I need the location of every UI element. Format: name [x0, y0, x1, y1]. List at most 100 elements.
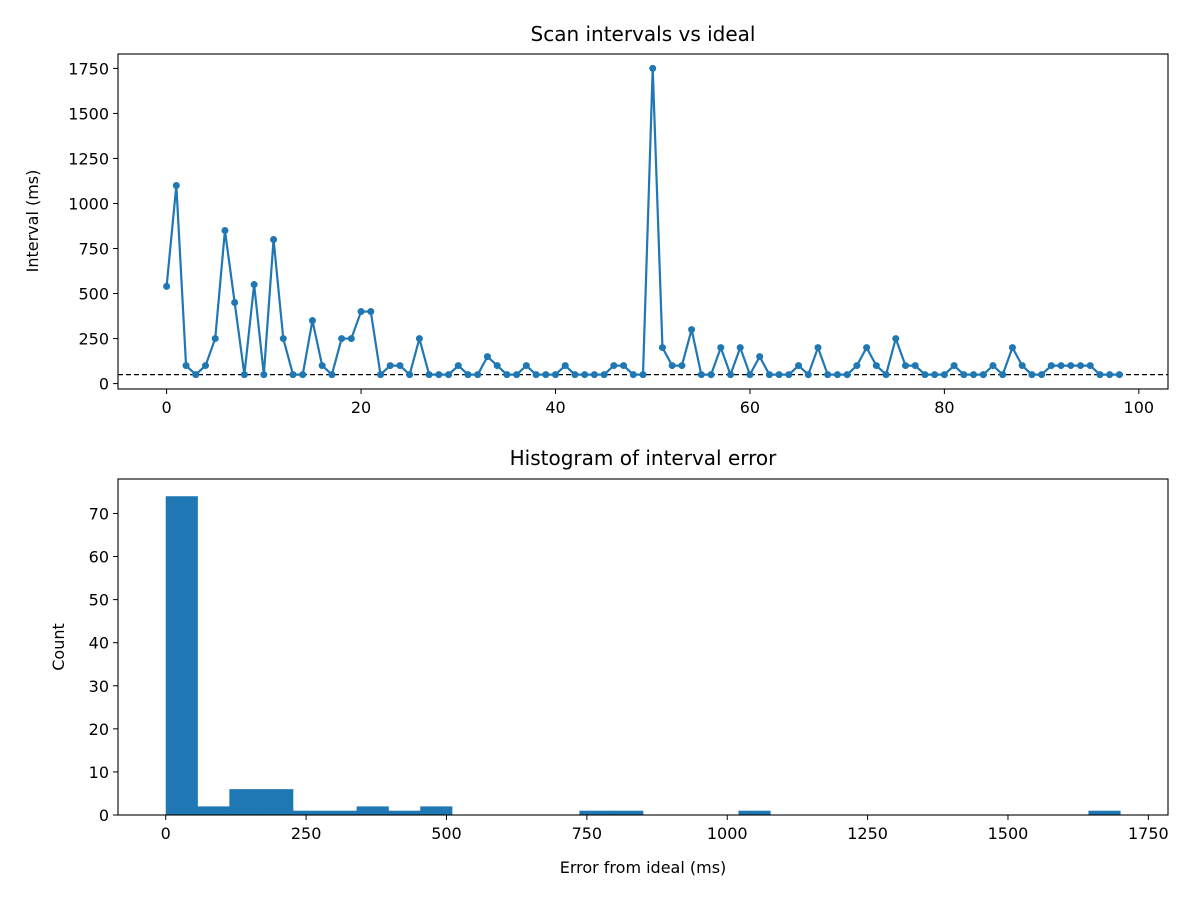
- y-tick-label: 10: [89, 763, 109, 782]
- data-point: [163, 282, 171, 290]
- data-point: [824, 371, 832, 379]
- data-point: [202, 362, 209, 370]
- data-point: [493, 362, 501, 370]
- x-tick-label: 0: [161, 824, 171, 843]
- histogram-ylabel: Count: [49, 623, 68, 671]
- histogram-bar: [356, 806, 389, 815]
- histogram-bar: [165, 496, 198, 815]
- data-point: [902, 362, 909, 370]
- y-tick-label: 20: [89, 720, 109, 739]
- data-point: [649, 64, 657, 72]
- x-tick-label: 500: [431, 824, 462, 843]
- x-tick-label: 60: [740, 398, 760, 417]
- x-tick-label: 1500: [988, 824, 1029, 843]
- data-point: [406, 371, 414, 379]
- data-point: [318, 362, 326, 370]
- data-point: [668, 362, 676, 370]
- data-point: [192, 371, 200, 379]
- data-point: [386, 362, 394, 370]
- data-point: [1018, 362, 1026, 370]
- data-point: [989, 362, 997, 370]
- data-point: [775, 371, 783, 379]
- data-point: [231, 299, 239, 307]
- data-point: [1086, 362, 1094, 370]
- data-point: [1028, 371, 1036, 379]
- data-point: [843, 371, 851, 379]
- y-tick-label: 500: [78, 285, 109, 304]
- data-point: [697, 371, 705, 379]
- y-tick-label: 250: [78, 330, 109, 349]
- data-point: [921, 371, 929, 379]
- y-tick-label: 30: [89, 677, 109, 696]
- data-point: [1008, 344, 1016, 352]
- histogram-bar: [197, 806, 230, 815]
- y-tick-label: 70: [89, 504, 109, 523]
- data-point: [736, 344, 744, 352]
- data-point: [863, 344, 871, 352]
- y-tick-label: 1250: [68, 149, 109, 168]
- data-point: [1106, 371, 1114, 379]
- data-point: [979, 371, 987, 379]
- x-tick-label: 250: [291, 824, 322, 843]
- y-tick-label: 1500: [68, 104, 109, 123]
- data-point: [814, 344, 822, 352]
- data-point: [347, 335, 355, 343]
- data-point: [308, 317, 316, 325]
- data-point: [571, 371, 579, 379]
- data-point: [1067, 362, 1075, 370]
- line-chart-title: Scan intervals vs ideal: [531, 22, 756, 46]
- data-point: [765, 371, 773, 379]
- data-point: [1057, 362, 1065, 370]
- x-tick-label: 0: [162, 398, 172, 417]
- histogram-ticks: 0 250 500 750 1000 1250 1500 1750 0 10 20 30 40 50 60 7…: [89, 504, 1169, 843]
- data-point: [872, 362, 880, 370]
- histogram-chart: Histogram of interval error Count Error …: [49, 446, 1169, 877]
- data-point: [833, 371, 841, 379]
- data-point: [338, 335, 346, 343]
- y-tick-label: 750: [78, 240, 109, 259]
- data-point: [940, 371, 948, 379]
- data-point: [717, 344, 725, 352]
- y-tick-label: 40: [89, 634, 109, 653]
- data-point: [270, 236, 278, 244]
- data-point: [746, 371, 754, 379]
- data-point: [639, 371, 647, 379]
- data-point: [532, 371, 540, 379]
- data-point: [474, 371, 482, 379]
- data-point: [629, 371, 637, 379]
- data-point: [678, 362, 686, 370]
- data-point: [260, 371, 268, 379]
- data-point: [970, 371, 978, 379]
- data-point: [931, 371, 939, 379]
- histogram-title: Histogram of interval error: [510, 446, 778, 470]
- data-point: [688, 326, 696, 334]
- data-point: [756, 353, 764, 361]
- line-chart-ylabel: Interval (ms): [23, 170, 42, 273]
- data-point: [1096, 371, 1104, 379]
- data-point: [561, 362, 569, 370]
- data-point: [221, 227, 229, 235]
- data-point: [600, 371, 608, 379]
- x-tick-label: 20: [351, 398, 371, 417]
- data-point: [464, 371, 472, 379]
- data-point: [960, 371, 968, 379]
- data-point: [911, 362, 919, 370]
- data-point: [240, 371, 248, 379]
- data-point: [182, 362, 190, 370]
- data-point: [727, 371, 734, 379]
- data-point: [658, 344, 666, 352]
- histogram-bar: [420, 806, 453, 815]
- line-chart: Scan intervals vs ideal Interval (ms) 0 2…: [23, 22, 1169, 417]
- histogram-xlabel: Error from ideal (ms): [560, 858, 727, 877]
- data-point: [377, 371, 384, 379]
- y-tick-label: 0: [99, 806, 109, 825]
- histogram-bar: [261, 789, 294, 815]
- data-point: [435, 371, 443, 379]
- data-point: [1077, 362, 1084, 370]
- histogram-bar: [611, 810, 644, 815]
- data-point: [542, 371, 550, 379]
- data-point: [172, 181, 180, 189]
